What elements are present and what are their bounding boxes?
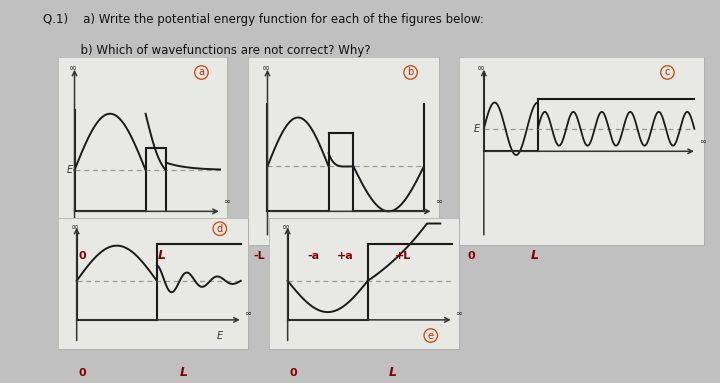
Text: ∞: ∞	[69, 63, 77, 73]
Text: ∞: ∞	[261, 63, 269, 73]
Text: b: b	[408, 67, 414, 77]
Text: +L: +L	[395, 250, 411, 260]
Text: ∞: ∞	[223, 198, 230, 206]
Text: ∞: ∞	[477, 63, 485, 73]
Text: -L: -L	[253, 250, 265, 260]
Text: d: d	[217, 224, 223, 234]
Text: L: L	[388, 366, 397, 379]
Text: E: E	[474, 124, 480, 134]
Text: c: c	[665, 67, 670, 77]
Text: ∞: ∞	[245, 309, 251, 318]
Text: ∞: ∞	[282, 222, 289, 232]
Text: E: E	[66, 165, 73, 175]
Text: -a: -a	[307, 250, 319, 260]
Text: L: L	[158, 249, 166, 262]
Text: Q.1)    a) Write the potential energy function for each of the figures below:: Q.1) a) Write the potential energy funct…	[43, 13, 484, 26]
Text: L: L	[179, 366, 188, 379]
Text: L: L	[530, 249, 539, 262]
Text: 0: 0	[79, 368, 86, 378]
Text: b) Which of wavefunctions are not correct? Why?: b) Which of wavefunctions are not correc…	[43, 44, 371, 57]
Text: 0: 0	[290, 368, 297, 378]
Text: ∞: ∞	[436, 198, 442, 206]
Text: a: a	[199, 67, 204, 77]
Text: 0: 0	[468, 250, 475, 260]
Text: +a: +a	[337, 250, 354, 260]
Text: ∞: ∞	[71, 222, 78, 232]
Text: E: E	[217, 331, 223, 340]
Text: ∞: ∞	[456, 309, 462, 318]
Text: 0: 0	[79, 250, 86, 260]
Text: e: e	[428, 331, 433, 340]
Text: ∞: ∞	[699, 137, 706, 146]
